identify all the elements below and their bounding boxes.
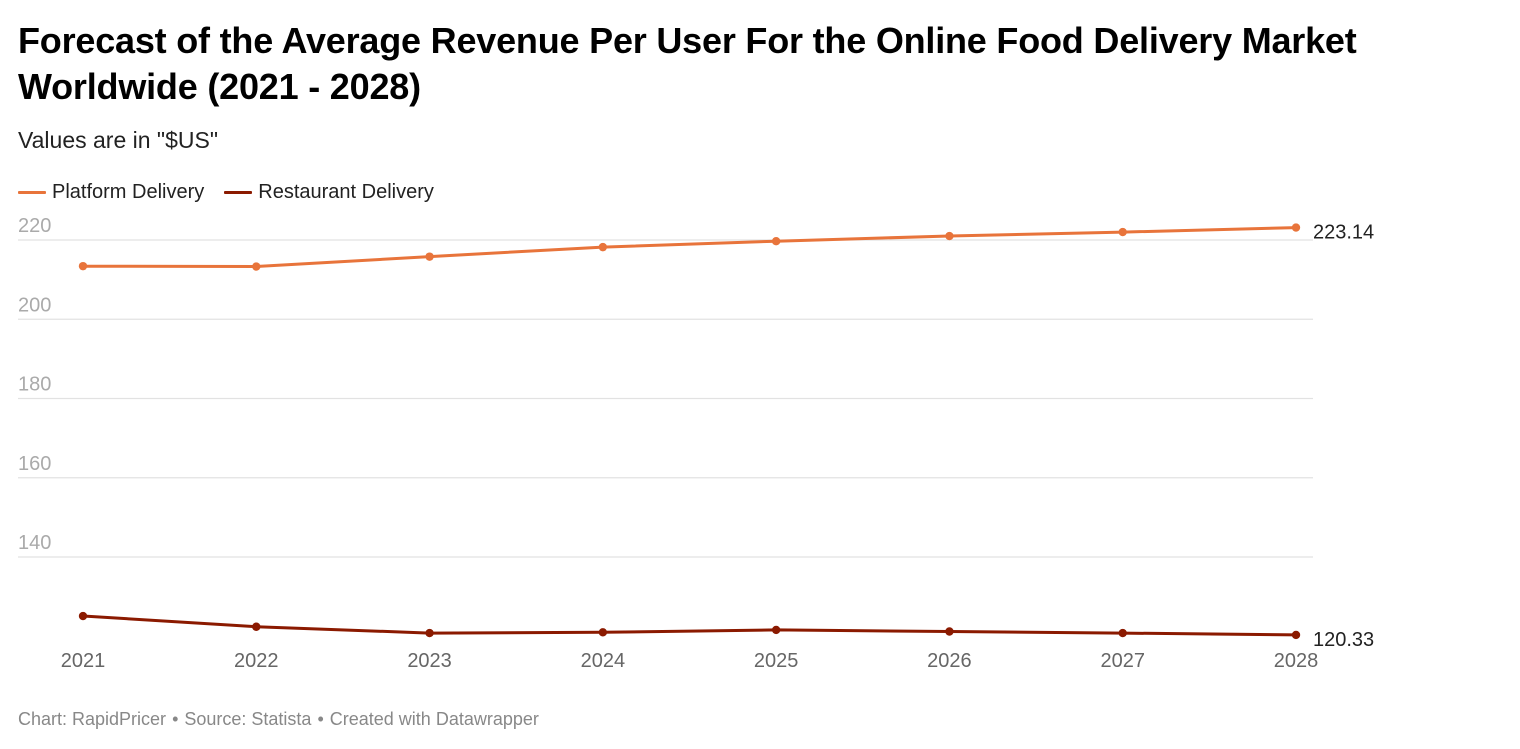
end-label-layer: 223.14 120.33 (1313, 222, 1374, 651)
series-line-restaurant-delivery (81, 614, 1298, 637)
data-point-platform-delivery-2023 (425, 252, 434, 261)
legend: Platform Delivery Restaurant Delivery (18, 178, 454, 206)
x-tick-label-2023: 2023 (407, 650, 452, 672)
chart-title: Forecast of the Average Revenue Per User… (18, 20, 1357, 107)
x-tick-label-2025: 2025 (754, 650, 799, 672)
data-point-restaurant-delivery-2023 (425, 628, 434, 638)
data-point-platform-delivery-2026 (945, 231, 954, 241)
end-label-platform-delivery: 223.14 (1313, 222, 1374, 244)
legend-swatch-restaurant-delivery (224, 190, 253, 194)
data-point-platform-delivery-2027 (1118, 227, 1127, 237)
footer-separator: • (172, 709, 179, 729)
legend-swatch-platform-delivery (18, 190, 46, 194)
data-point-restaurant-delivery-2026 (945, 627, 954, 636)
data-point-restaurant-delivery-2028 (1291, 630, 1301, 640)
footer-separator: • (317, 709, 324, 729)
x-tick-label-2024: 2024 (581, 650, 626, 672)
data-point-platform-delivery-2024 (598, 242, 608, 252)
legend-item-platform-delivery: Platform Delivery (18, 178, 204, 206)
x-tick-label-2022: 2022 (234, 650, 279, 672)
x-axis: 2021 2022 2023 2024 2025 2026 2027 2028 (61, 650, 1319, 672)
chart-footer: Chart: RapidPricer • Source: Statista • Crea… (18, 707, 539, 731)
data-point-restaurant-delivery-2024 (598, 628, 608, 637)
y-tick-label-140: 140 (18, 532, 51, 554)
x-tick-label-2026: 2026 (927, 650, 972, 672)
chart-subtitle: Values are in "$US" (18, 127, 219, 153)
end-label-restaurant-delivery: 120.33 (1313, 629, 1374, 651)
y-tick-label-220: 220 (18, 215, 51, 237)
y-tick-label-200: 200 (18, 294, 51, 316)
legend-item-restaurant-delivery: Restaurant Delivery (224, 178, 434, 206)
x-tick-label-2027: 2027 (1100, 650, 1145, 672)
source-credit: Source: Statista (184, 709, 312, 729)
legend-label-restaurant-delivery: Restaurant Delivery (258, 181, 434, 203)
tool-credit: Created with Datawrapper (329, 709, 539, 729)
data-point-restaurant-delivery-2027 (1118, 628, 1127, 638)
y-tick-label-160: 160 (18, 453, 51, 475)
x-tick-label-2028: 2028 (1274, 650, 1319, 672)
data-point-platform-delivery-2022 (252, 262, 261, 271)
grid-layer (18, 239, 1313, 558)
y-tick-label-180: 180 (18, 374, 51, 396)
data-point-platform-delivery-2025 (771, 236, 781, 246)
data-point-restaurant-delivery-2025 (771, 625, 781, 635)
data-point-restaurant-delivery-2022 (252, 622, 261, 631)
data-point-restaurant-delivery-2021 (78, 611, 88, 621)
series-layer (78, 223, 1301, 640)
data-point-platform-delivery-2028 (1291, 223, 1301, 232)
x-tick-label-2021: 2021 (61, 650, 106, 672)
data-point-platform-delivery-2021 (78, 261, 88, 271)
y-axis: 140 160 180 200 220 (18, 215, 51, 554)
series-line-platform-delivery (81, 226, 1298, 268)
line-chart: 140 160 180 200 220 2021 2022 2023 2024 2025 2026… (18, 215, 1374, 672)
chart-credit: Chart: RapidPricer (18, 709, 167, 729)
legend-label-platform-delivery: Platform Delivery (52, 181, 205, 203)
